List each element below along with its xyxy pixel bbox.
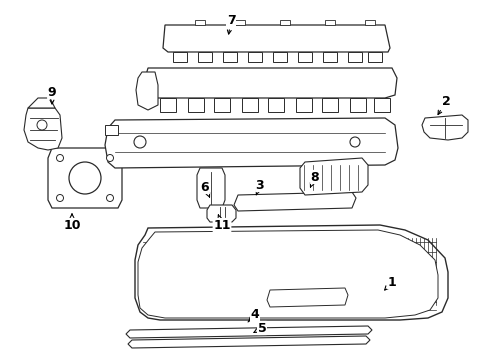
- Polygon shape: [136, 72, 158, 110]
- Text: 9: 9: [48, 86, 56, 104]
- Polygon shape: [234, 192, 356, 211]
- Polygon shape: [126, 326, 372, 338]
- Polygon shape: [248, 52, 262, 62]
- Polygon shape: [135, 225, 448, 320]
- Circle shape: [106, 154, 114, 162]
- Polygon shape: [322, 98, 338, 112]
- Polygon shape: [268, 98, 284, 112]
- Polygon shape: [267, 288, 348, 307]
- Circle shape: [56, 194, 64, 202]
- Polygon shape: [368, 52, 382, 62]
- Text: 5: 5: [254, 321, 267, 334]
- Polygon shape: [105, 118, 398, 168]
- Polygon shape: [323, 52, 337, 62]
- Text: 6: 6: [201, 180, 210, 197]
- Text: 4: 4: [248, 309, 259, 322]
- Polygon shape: [242, 98, 258, 112]
- Polygon shape: [163, 25, 390, 52]
- Circle shape: [37, 120, 47, 130]
- Polygon shape: [325, 20, 335, 25]
- Polygon shape: [144, 68, 397, 98]
- Polygon shape: [365, 20, 375, 25]
- Polygon shape: [24, 108, 62, 150]
- Polygon shape: [160, 98, 176, 112]
- Polygon shape: [374, 98, 390, 112]
- Polygon shape: [48, 148, 122, 208]
- Text: 7: 7: [227, 14, 235, 34]
- Polygon shape: [350, 98, 366, 112]
- Polygon shape: [188, 98, 204, 112]
- Polygon shape: [195, 20, 205, 25]
- Polygon shape: [207, 205, 236, 222]
- Text: 1: 1: [385, 275, 396, 290]
- Polygon shape: [128, 336, 370, 348]
- Polygon shape: [197, 168, 225, 208]
- Polygon shape: [198, 52, 212, 62]
- Polygon shape: [235, 20, 245, 25]
- Text: 10: 10: [63, 214, 81, 231]
- Polygon shape: [348, 52, 362, 62]
- Text: 2: 2: [438, 95, 450, 114]
- Polygon shape: [173, 52, 187, 62]
- Polygon shape: [214, 98, 230, 112]
- Circle shape: [69, 162, 101, 194]
- Polygon shape: [296, 98, 312, 112]
- Circle shape: [106, 194, 114, 202]
- Polygon shape: [422, 115, 468, 140]
- Polygon shape: [300, 158, 368, 195]
- Polygon shape: [280, 20, 290, 25]
- Text: 3: 3: [256, 179, 264, 195]
- Text: 8: 8: [310, 171, 319, 187]
- Polygon shape: [273, 52, 287, 62]
- Circle shape: [350, 137, 360, 147]
- Circle shape: [134, 136, 146, 148]
- Polygon shape: [28, 98, 55, 108]
- Circle shape: [56, 154, 64, 162]
- Polygon shape: [105, 125, 118, 135]
- Text: 11: 11: [213, 215, 231, 231]
- Polygon shape: [138, 230, 438, 318]
- Polygon shape: [298, 52, 312, 62]
- Polygon shape: [223, 52, 237, 62]
